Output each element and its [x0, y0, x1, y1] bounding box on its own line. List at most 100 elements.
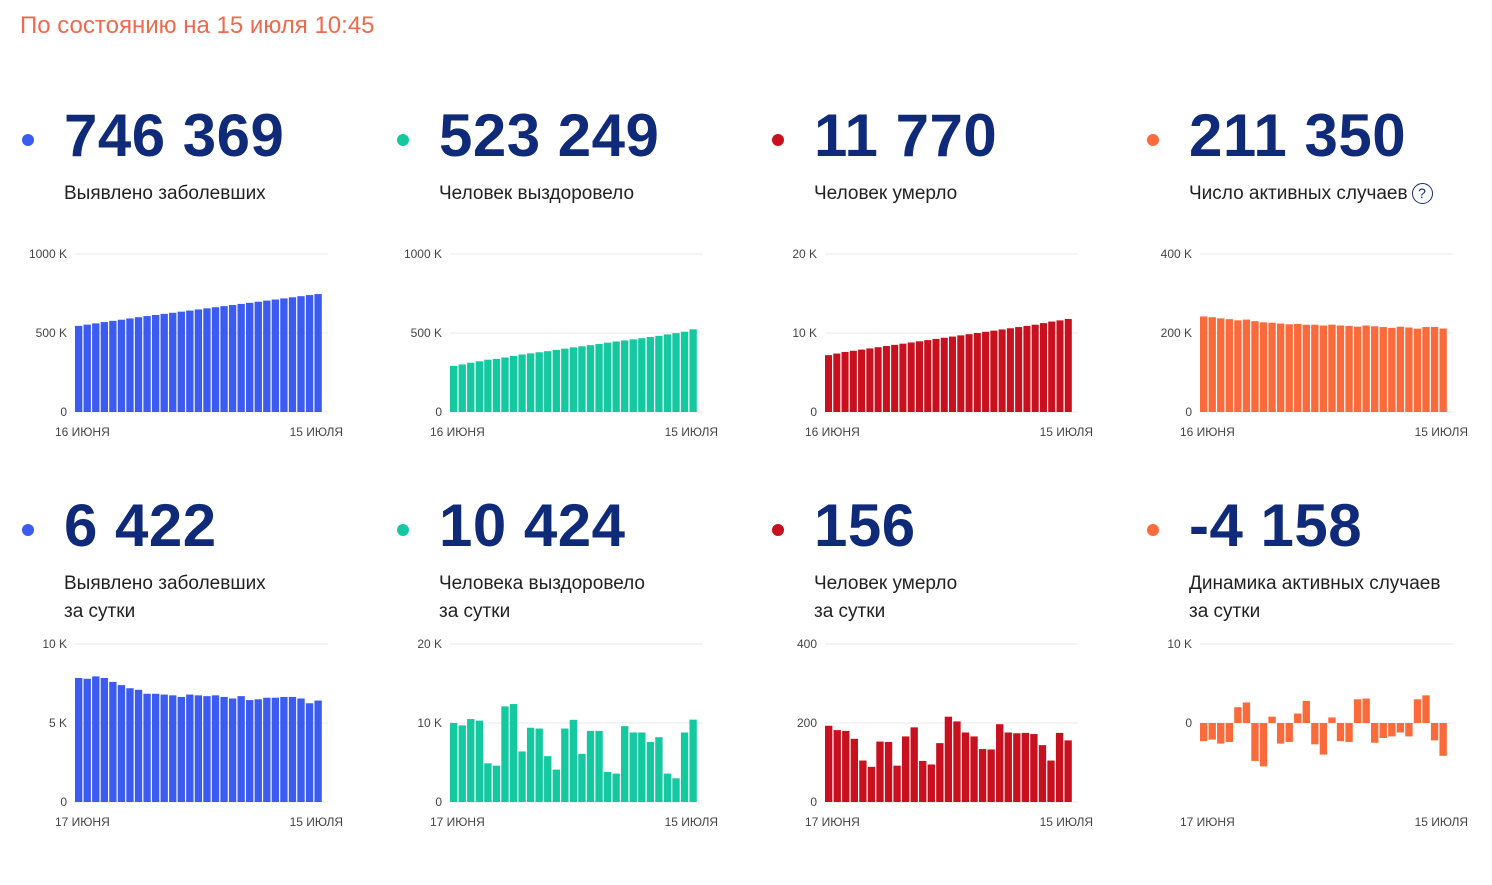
bar — [194, 695, 203, 802]
bar — [143, 693, 151, 802]
bar — [965, 334, 973, 412]
legend-dot — [397, 524, 409, 536]
bar — [194, 309, 203, 412]
bar — [874, 347, 882, 412]
bar — [1413, 328, 1422, 412]
bar — [177, 311, 185, 412]
bar — [891, 344, 899, 412]
bar — [1251, 723, 1259, 761]
bar — [100, 677, 109, 802]
y-tick-label: 0 — [810, 405, 817, 419]
bar — [1208, 723, 1216, 740]
bar — [203, 696, 211, 802]
bar — [297, 296, 305, 412]
stat-card: -4 158 Динамика активных случаев за сутки 0… — [1145, 482, 1485, 872]
bar — [1039, 323, 1047, 412]
bar — [280, 696, 288, 802]
bar — [1388, 723, 1396, 737]
bar — [982, 331, 990, 412]
bar — [884, 741, 893, 802]
bar — [915, 341, 923, 412]
bar — [126, 318, 134, 412]
bar — [126, 688, 134, 802]
stat-value: 156 — [814, 492, 916, 559]
bar — [169, 695, 177, 802]
bar — [621, 340, 629, 412]
bar — [578, 346, 586, 412]
bar — [1405, 327, 1413, 412]
bar — [689, 719, 697, 802]
bar — [578, 753, 586, 802]
bar — [932, 338, 940, 412]
stat-card: 523 249 Человек выздоровело 0 500 K 1000 K 16… — [395, 92, 735, 482]
bar — [850, 738, 859, 802]
bar — [109, 320, 117, 412]
stat-label: Выявлено заболевших за сутки — [64, 570, 266, 626]
bar — [1064, 740, 1072, 802]
y-tick-label: 500 K — [36, 326, 67, 340]
x-tick-label-start: 16 ИЮНЯ — [805, 425, 860, 439]
bar — [151, 314, 160, 412]
bar — [160, 694, 168, 802]
bar — [450, 723, 458, 802]
bar — [83, 324, 91, 412]
bar — [672, 778, 680, 802]
bar — [655, 737, 663, 802]
stat-card: 746 369 Выявлено заболевших 0 500 K 1000 K 16… — [20, 92, 360, 482]
bar — [92, 323, 100, 412]
bar — [899, 343, 907, 412]
help-icon[interactable]: ? — [1411, 183, 1433, 204]
bar — [1242, 319, 1251, 412]
stat-card: 211 350 Число активных случаев? 0 200 K 400 … — [1145, 92, 1485, 482]
bar — [603, 342, 612, 412]
bar — [603, 771, 612, 802]
bar — [501, 357, 509, 412]
bar — [1319, 723, 1328, 755]
bar — [849, 350, 857, 412]
bar — [526, 727, 535, 802]
stat-label: Выявлено заболевших — [64, 180, 266, 208]
bar — [263, 697, 271, 802]
bar — [680, 732, 689, 802]
stat-value: 746 369 — [64, 102, 285, 169]
bar — [646, 741, 655, 802]
bar — [1294, 323, 1302, 412]
stat-card: 10 424 Человека выздоровело за сутки 0 10 K 2… — [395, 482, 735, 872]
x-tick-label-start: 16 ИЮНЯ — [55, 425, 110, 439]
bar — [1234, 320, 1242, 412]
bar — [1388, 327, 1396, 412]
bar — [949, 336, 957, 412]
bar — [544, 351, 552, 412]
bar — [1353, 326, 1362, 412]
bar — [998, 329, 1006, 412]
bar — [1336, 723, 1345, 742]
bar — [518, 354, 526, 412]
y-tick-label: 20 K — [417, 637, 442, 651]
bar-chart: 0 10 K 20 K 17 ИЮНЯ 15 ИЮЛЯ — [417, 637, 718, 829]
x-tick-label-end: 15 ИЮЛЯ — [290, 425, 343, 439]
bar — [484, 359, 492, 412]
bar — [866, 348, 874, 412]
bar — [535, 728, 543, 802]
y-tick-label: 10 K — [42, 637, 67, 651]
bar — [458, 364, 466, 412]
bar — [1396, 723, 1405, 733]
bar — [858, 349, 866, 412]
stat-label-line: Число активных случаев — [1189, 183, 1408, 204]
x-tick-label-end: 15 ИЮЛЯ — [1040, 815, 1093, 829]
bar — [220, 696, 228, 802]
bar — [1336, 325, 1345, 412]
bar — [1056, 320, 1064, 412]
stat-label: Человек выздоровело — [439, 180, 634, 208]
bar — [1030, 734, 1038, 802]
bar — [672, 333, 680, 412]
bar — [996, 724, 1004, 802]
bar — [117, 685, 126, 802]
bar — [825, 355, 833, 412]
bar — [552, 769, 560, 802]
y-tick-label: 400 — [797, 637, 817, 651]
bar — [1021, 732, 1030, 802]
y-tick-label: 0 — [60, 795, 67, 809]
bar — [1422, 695, 1430, 723]
bar — [1038, 745, 1047, 802]
